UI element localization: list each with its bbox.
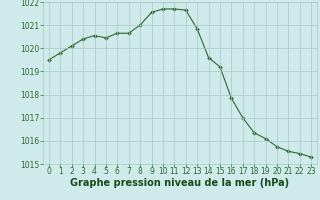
X-axis label: Graphe pression niveau de la mer (hPa): Graphe pression niveau de la mer (hPa) xyxy=(70,178,290,188)
